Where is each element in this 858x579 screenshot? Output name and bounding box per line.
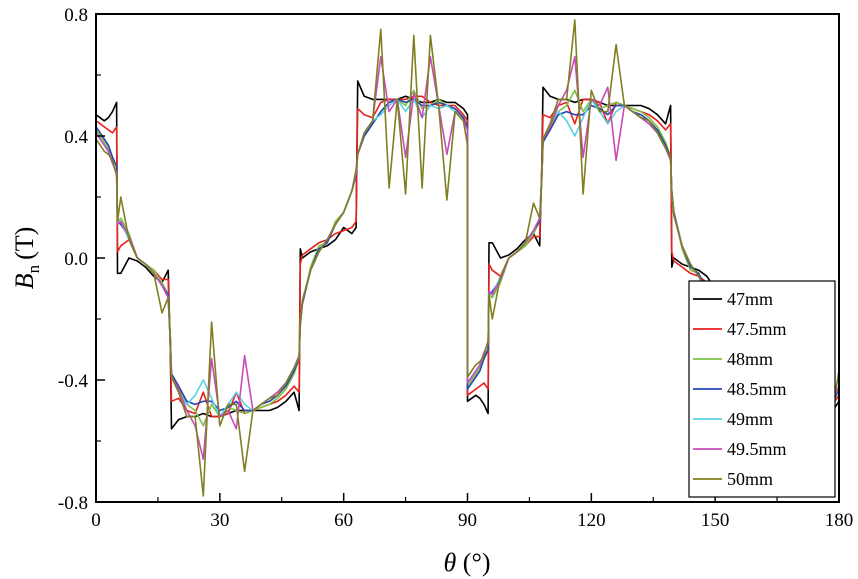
legend-label: 48mm bbox=[727, 349, 773, 369]
tick-labels-layer: 0 30 60 90 120 150 180 0.8 0.4 0.0 -0.4 -0.8 bbox=[58, 5, 853, 531]
y-tick-label: 0.0 bbox=[64, 249, 88, 270]
legend-label: 49.5mm bbox=[727, 439, 787, 459]
y-axis-label: Bn(T) bbox=[10, 227, 43, 290]
x-tick-label: 180 bbox=[825, 510, 854, 531]
x-tick-label: 0 bbox=[91, 510, 101, 531]
y-tick-label: -0.8 bbox=[58, 493, 88, 514]
legend-label: 50mm bbox=[727, 469, 773, 489]
y-tick-label: 0.4 bbox=[64, 127, 88, 148]
x-tick-label: 90 bbox=[458, 510, 477, 531]
series-layer bbox=[96, 19, 839, 497]
legend-label: 48.5mm bbox=[727, 379, 787, 399]
y-tick-label: -0.4 bbox=[58, 371, 89, 392]
ticks-layer bbox=[95, 13, 840, 503]
legend-label: 47.5mm bbox=[727, 319, 787, 339]
x-tick-label: 30 bbox=[210, 510, 229, 531]
legend: 47mm 47.5mm 48mm 48.5mm 49mm 49.5mm 50mm bbox=[688, 280, 836, 498]
legend-label: 47mm bbox=[727, 289, 773, 309]
x-tick-label: 120 bbox=[577, 510, 606, 531]
y-tick-label: 0.8 bbox=[64, 5, 88, 26]
x-tick-label: 150 bbox=[701, 510, 730, 531]
legend-label: 49mm bbox=[727, 409, 773, 429]
x-tick-label: 60 bbox=[334, 510, 353, 531]
x-axis-label: θ (°) bbox=[444, 548, 491, 577]
